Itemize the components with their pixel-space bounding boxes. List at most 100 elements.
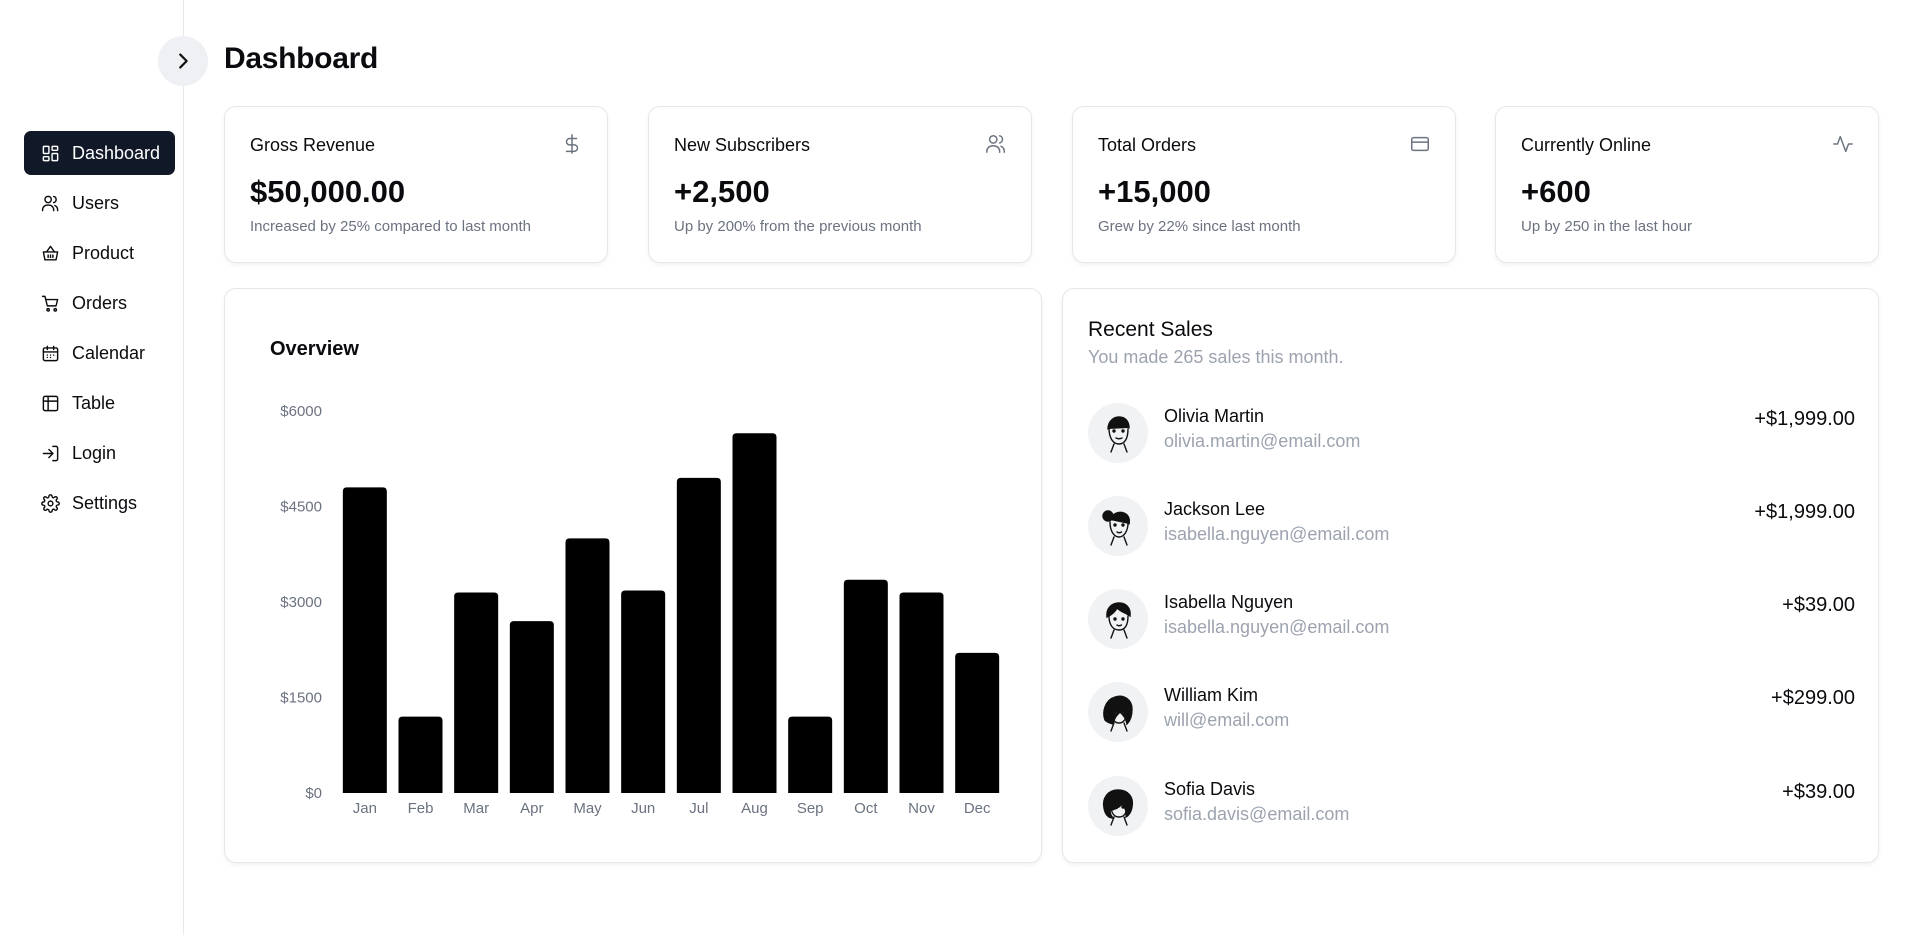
x-tick-label: Jun xyxy=(631,800,655,817)
bar-jun[interactable] xyxy=(621,590,666,793)
sidebar-item-label: Product xyxy=(72,242,135,263)
gear-icon xyxy=(40,493,60,513)
recent-sales-card: Recent Sales You made 265 sales this mon… xyxy=(1062,288,1879,863)
sale-row[interactable]: Isabella Nguyen isabella.nguyen@email.co… xyxy=(1088,589,1855,651)
sidebar-item-settings[interactable]: Settings xyxy=(24,481,175,525)
sidebar-item-label: Table xyxy=(72,392,116,413)
y-tick-label: $0 xyxy=(305,785,322,802)
cart-icon xyxy=(40,293,60,313)
stat-value: $50,000.00 xyxy=(250,174,406,209)
x-tick-label: Oct xyxy=(854,800,878,817)
stat-value: +600 xyxy=(1521,174,1591,209)
stat-card-currently-online: Currently Online +600 Up by 250 in the l… xyxy=(1495,106,1879,263)
overview-title: Overview xyxy=(270,338,359,360)
sale-customer-email: sofia.davis@email.com xyxy=(1164,804,1350,824)
bar-sep[interactable] xyxy=(788,716,833,793)
bar-may[interactable] xyxy=(565,538,610,793)
stat-value: +15,000 xyxy=(1098,174,1211,209)
sidebar-item-orders[interactable]: Orders xyxy=(24,281,175,325)
sale-row[interactable]: Jackson Lee isabella.nguyen@email.com +$… xyxy=(1088,496,1855,558)
sidebar-item-label: Settings xyxy=(72,492,138,513)
x-tick-label: Feb xyxy=(408,800,434,817)
stat-subtext: Increased by 25% compared to last month xyxy=(250,218,531,235)
sidebar-item-dashboard[interactable]: Dashboard xyxy=(24,131,175,175)
bar-dec[interactable] xyxy=(955,652,1000,793)
avatar xyxy=(1088,403,1148,463)
recent-sales-subtitle: You made 265 sales this month. xyxy=(1088,347,1344,367)
sale-customer-email: will@email.com xyxy=(1164,710,1290,730)
stat-card-new-subscribers: New Subscribers +2,500 Up by 200% from t… xyxy=(648,106,1032,263)
x-tick-label: Jul xyxy=(689,800,708,817)
sidebar-item-label: Users xyxy=(72,192,120,213)
stat-subtext: Grew by 22% since last month xyxy=(1098,218,1301,235)
y-tick-label: $6000 xyxy=(280,403,322,420)
basket-icon xyxy=(40,243,60,263)
sidebar-item-calendar[interactable]: Calendar xyxy=(24,331,175,375)
calendar-icon xyxy=(40,343,60,363)
recent-sales-title: Recent Sales xyxy=(1088,318,1213,341)
sale-amount: +$299.00 xyxy=(1771,687,1855,709)
bar-apr[interactable] xyxy=(509,621,554,793)
sidebar-item-label: Calendar xyxy=(72,342,146,363)
sale-row[interactable]: Olivia Martin olivia.martin@email.com +$… xyxy=(1088,403,1855,465)
stat-subtext: Up by 250 in the last hour xyxy=(1521,218,1692,235)
sale-amount: +$39.00 xyxy=(1782,781,1855,803)
sidebar-item-label: Orders xyxy=(72,292,128,313)
bar-aug[interactable] xyxy=(732,433,777,793)
stat-label: Gross Revenue xyxy=(250,135,376,155)
stat-label: Currently Online xyxy=(1521,135,1652,155)
sale-customer-name: Isabella Nguyen xyxy=(1164,592,1294,612)
sidebar-item-label: Login xyxy=(72,442,117,463)
sale-customer-name: Olivia Martin xyxy=(1164,406,1265,426)
sale-amount: +$1,999.00 xyxy=(1754,408,1855,430)
page-title: Dashboard xyxy=(224,42,378,75)
bar-jul[interactable] xyxy=(676,477,721,793)
x-tick-label: Dec xyxy=(964,800,991,817)
x-tick-label: Aug xyxy=(741,800,768,817)
stat-label: New Subscribers xyxy=(674,135,811,155)
bar-mar[interactable] xyxy=(454,592,499,793)
x-tick-label: Sep xyxy=(797,800,824,817)
avatar xyxy=(1088,682,1148,742)
bar-oct[interactable] xyxy=(843,579,888,793)
stat-card-total-orders: Total Orders +15,000 Grew by 22% since l… xyxy=(1072,106,1456,263)
bar-feb[interactable] xyxy=(398,716,443,793)
sidebar-nav: Dashboard Users Product Orders Calendar xyxy=(24,131,175,531)
sidebar-item-table[interactable]: Table xyxy=(24,381,175,425)
overview-bar-chart: $0 $1500 $3000 $4500 $6000 Jan Feb Mar Apr May Jun… xyxy=(280,403,1000,817)
stat-card-gross-revenue: Gross Revenue $50,000.00 Increased by 25… xyxy=(224,106,608,263)
x-tick-label: May xyxy=(573,800,602,817)
sale-customer-email: isabella.nguyen@email.com xyxy=(1164,617,1390,637)
y-tick-label: $1500 xyxy=(280,690,322,707)
bar-nov[interactable] xyxy=(899,592,944,793)
y-tick-label: $3000 xyxy=(280,594,322,611)
x-tick-label: Apr xyxy=(520,800,543,817)
sidebar: Dashboard Users Product Orders Calendar xyxy=(0,0,184,935)
avatar xyxy=(1088,776,1148,836)
bar-jan[interactable] xyxy=(342,487,387,793)
sidebar-toggle-button[interactable] xyxy=(158,36,208,86)
activity-icon xyxy=(1832,133,1854,155)
avatar xyxy=(1088,496,1148,556)
x-tick-label: Mar xyxy=(463,800,489,817)
y-tick-label: $4500 xyxy=(280,499,322,516)
dashboard-icon xyxy=(40,143,60,163)
credit-card-icon xyxy=(1409,133,1431,155)
sale-amount: +$1,999.00 xyxy=(1754,501,1855,523)
sale-row[interactable]: Sofia Davis sofia.davis@email.com +$39.0… xyxy=(1088,776,1855,838)
sidebar-item-label: Dashboard xyxy=(72,142,161,163)
sidebar-item-users[interactable]: Users xyxy=(24,181,175,225)
sale-customer-email: olivia.martin@email.com xyxy=(1164,431,1361,451)
sidebar-item-product[interactable]: Product xyxy=(24,231,175,275)
stat-label: Total Orders xyxy=(1098,135,1197,155)
dollar-icon xyxy=(561,133,583,155)
avatar xyxy=(1088,589,1148,649)
chevron-right-icon xyxy=(179,53,188,69)
sale-customer-name: Sofia Davis xyxy=(1164,779,1256,799)
table-icon xyxy=(40,393,60,413)
users-icon xyxy=(985,133,1007,155)
overview-card: Overview $0 $1500 $3000 $4500 $6000 Jan Feb Mar… xyxy=(224,288,1042,863)
sale-row[interactable]: William Kim will@email.com +$299.00 xyxy=(1088,682,1855,744)
users-icon xyxy=(40,193,60,213)
sidebar-item-login[interactable]: Login xyxy=(24,431,175,475)
